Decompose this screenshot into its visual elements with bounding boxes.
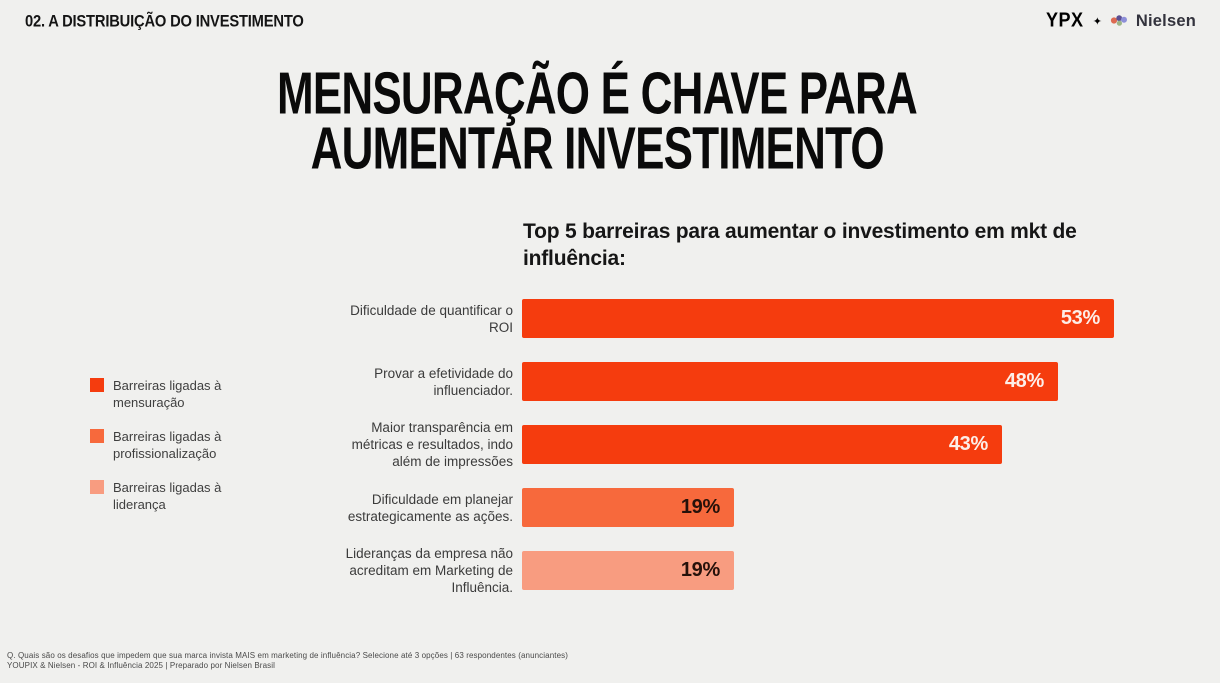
brand-logos: YPX ✦ Nielsen [1045, 9, 1196, 32]
bar-category-label: Dificuldade em planejar estrategicamente… [347, 491, 513, 524]
bar-row: Provar a efetividade do influenciador. 48… [330, 362, 1114, 401]
chart-title: Top 5 barreiras para aumentar o investim… [523, 220, 1077, 270]
bar-category-label: Maior transparência em métricas e result… [351, 420, 513, 469]
bar: 48% [522, 362, 1058, 401]
bar: 43% [522, 425, 1002, 464]
footnote: Q. Quais são os desafios que impedem que… [7, 651, 568, 671]
plus-separator-icon: ✦ [1092, 15, 1102, 28]
section-label: 02. A DISTRIBUIÇÃO DO INVESTIMENTO [25, 13, 304, 31]
legend-swatch-icon [90, 378, 104, 392]
bar-value-label: 43% [948, 433, 988, 455]
nielsen-logo-icon [1110, 15, 1127, 26]
page-title-line1: MENSURAÇÃO É CHAVE PARA [276, 59, 918, 127]
bar: 19% [522, 551, 734, 590]
bar: 19% [522, 488, 734, 527]
page-title: MENSURAÇÃO É CHAVE PARA AUMENTAR INVESTI… [0, 59, 1207, 182]
ypx-logo: YPX [1046, 9, 1084, 32]
bar-value-label: 19% [680, 559, 720, 581]
bar-value-label: 48% [1004, 370, 1044, 392]
legend-label: Barreiras ligadas à liderança [113, 480, 222, 512]
legend-label: Barreiras ligadas à mensuração [113, 378, 222, 410]
legend-item: Barreiras ligadas à mensuração [90, 377, 258, 411]
bar-chart-rows: Dificuldade de quantificar o ROI 53% Prova… [330, 299, 1114, 614]
footnote-line1: Q. Quais são os desafios que impedem que… [7, 651, 568, 660]
bar-category-label: Dificuldade de quantificar o ROI [350, 302, 513, 335]
bar-value-label: 19% [680, 496, 720, 518]
bar-category-label: Provar a efetividade do influenciador. [374, 365, 513, 398]
nielsen-wordmark: Nielsen [1135, 11, 1196, 30]
footnote-line2: YOUPIX & Nielsen - ROI & Influência 2025… [7, 661, 275, 670]
bar-row: Maior transparência em métricas e result… [330, 420, 1114, 469]
bar-value-label: 53% [1060, 307, 1100, 329]
legend-label: Barreiras ligadas à profissionalização [113, 429, 222, 461]
bar-row: Dificuldade de quantificar o ROI 53% [330, 299, 1114, 338]
legend-swatch-icon [90, 480, 104, 494]
bar: 53% [522, 299, 1114, 338]
legend-item: Barreiras ligadas à profissionalização [90, 428, 258, 462]
bar-row: Dificuldade em planejar estrategicamente… [330, 488, 1114, 527]
bar-row: Lideranças da empresa não acreditam em M… [330, 546, 1114, 595]
legend-swatch-icon [90, 429, 104, 443]
bar-category-label: Lideranças da empresa não acreditam em M… [345, 546, 513, 595]
page-title-line2: AUMENTAR INVESTIMENTO [310, 114, 884, 182]
legend-item: Barreiras ligadas à liderança [90, 479, 258, 513]
legend: Barreiras ligadas à mensuração Barreiras … [90, 377, 258, 530]
